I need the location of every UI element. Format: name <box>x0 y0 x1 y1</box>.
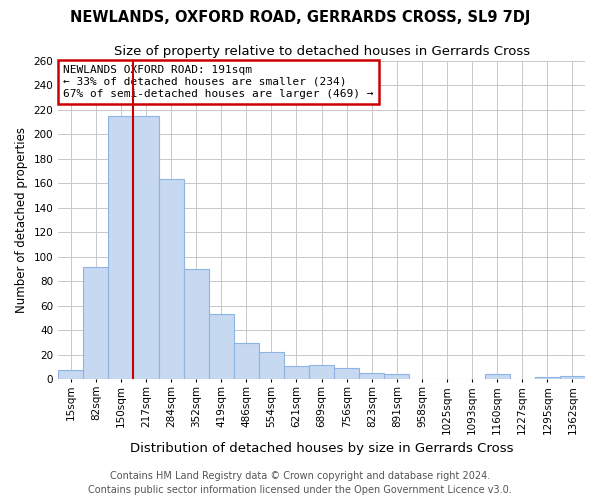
Text: Contains HM Land Registry data © Crown copyright and database right 2024.
Contai: Contains HM Land Registry data © Crown c… <box>88 471 512 495</box>
Bar <box>385 374 409 380</box>
Bar <box>133 116 158 380</box>
Bar <box>184 269 209 380</box>
Text: NEWLANDS OXFORD ROAD: 191sqm
← 33% of detached houses are smaller (234)
67% of s: NEWLANDS OXFORD ROAD: 191sqm ← 33% of de… <box>64 66 374 98</box>
Bar <box>158 180 184 380</box>
Bar <box>485 374 510 380</box>
Bar <box>209 314 234 380</box>
Bar <box>309 364 334 380</box>
Bar <box>535 377 560 380</box>
Text: NEWLANDS, OXFORD ROAD, GERRARDS CROSS, SL9 7DJ: NEWLANDS, OXFORD ROAD, GERRARDS CROSS, S… <box>70 10 530 25</box>
Bar <box>259 352 284 380</box>
Bar <box>234 342 259 380</box>
Y-axis label: Number of detached properties: Number of detached properties <box>15 127 28 313</box>
Bar <box>83 266 109 380</box>
Title: Size of property relative to detached houses in Gerrards Cross: Size of property relative to detached ho… <box>113 45 530 58</box>
Bar <box>284 366 309 380</box>
Bar <box>334 368 359 380</box>
Bar <box>560 376 585 380</box>
X-axis label: Distribution of detached houses by size in Gerrards Cross: Distribution of detached houses by size … <box>130 442 514 455</box>
Bar <box>58 370 83 380</box>
Bar <box>109 116 133 380</box>
Bar <box>359 373 385 380</box>
